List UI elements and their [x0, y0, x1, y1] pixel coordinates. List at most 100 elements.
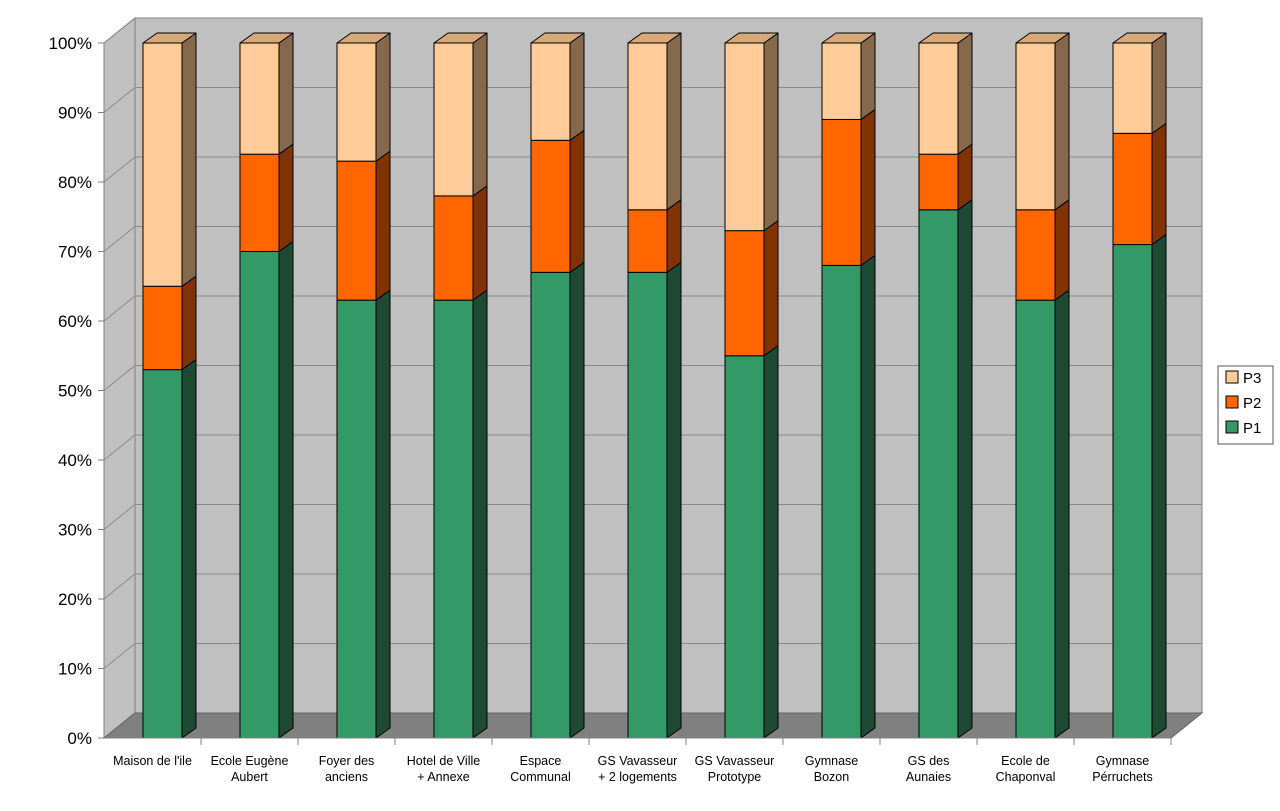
bar-top	[918, 32, 973, 44]
bar-top	[1112, 32, 1167, 44]
x-tick-label: GS Vavasseur + 2 logements	[598, 754, 678, 784]
bar-segment-p1	[627, 271, 668, 739]
y-tick-label: 80%	[58, 173, 92, 192]
bar-stack	[1112, 32, 1167, 739]
x-tick-label: Ecole de Chaponval	[996, 754, 1056, 784]
bar-top	[530, 32, 585, 44]
x-tick-label: Foyer des anciens	[319, 754, 375, 784]
legend: P3 P2 P1	[1217, 365, 1274, 445]
bar-side-p1	[1151, 234, 1167, 739]
legend-label-p1: P1	[1243, 420, 1261, 437]
bar-segment-p2	[530, 139, 571, 273]
bar-side-p1	[1054, 289, 1070, 739]
bar-side-p2	[181, 275, 197, 371]
bar-side-p2	[375, 150, 391, 301]
bar-stack	[627, 32, 682, 739]
gridline-side	[103, 365, 136, 391]
bar-stack	[530, 32, 585, 739]
bar-side-p1	[666, 261, 682, 739]
y-tick-label: 60%	[58, 312, 92, 331]
bar-side-p1	[860, 254, 876, 739]
bar-side-p1	[957, 199, 973, 739]
bar-top	[724, 32, 779, 44]
bar-segment-p2	[336, 160, 377, 301]
bar-segment-p3	[142, 42, 183, 287]
bar-segment-p2	[724, 230, 765, 357]
bar-segment-p3	[1112, 42, 1153, 134]
bar-segment-p3	[433, 42, 474, 197]
bar-stack	[142, 32, 197, 739]
bar-stack	[821, 32, 876, 739]
bar-segment-p3	[918, 42, 959, 155]
x-tick-label: Maison de l'ile	[113, 754, 192, 768]
bar-side-p2	[957, 143, 973, 211]
bar-side-p2	[278, 143, 294, 252]
gridline-side	[103, 87, 136, 113]
bar-side-p2	[860, 108, 876, 266]
x-tick-label: Espace Communal	[510, 754, 570, 784]
y-tick-label: 90%	[58, 104, 92, 123]
bar-side-p3	[278, 32, 294, 155]
bar-top	[433, 32, 488, 44]
bar-side-p1	[278, 241, 294, 739]
legend-swatch-p3	[1225, 370, 1239, 384]
bar-top	[142, 32, 197, 44]
x-tick-label: Hotel de Ville + Annexe	[407, 754, 480, 784]
bar-side-p1	[375, 289, 391, 739]
bar-segment-p2	[627, 209, 668, 273]
bar-segment-p2	[239, 153, 280, 252]
bar-segment-p3	[821, 42, 862, 120]
bar-segment-p1	[336, 299, 377, 739]
bar-top	[1015, 32, 1070, 44]
legend-label-p3: P3	[1243, 370, 1261, 387]
bars	[142, 32, 1167, 739]
bar-side-p2	[1054, 199, 1070, 301]
y-tick-label: 70%	[58, 243, 92, 262]
bar-segment-p2	[821, 118, 862, 266]
gridline-side	[103, 504, 136, 530]
bar-segment-p3	[724, 42, 765, 232]
bar-segment-p1	[821, 264, 862, 739]
bar-side-p3	[375, 32, 391, 162]
x-tick-label: GS Vavasseur Prototype	[695, 754, 775, 784]
gridline-side	[103, 17, 136, 44]
y-tick-label: 10%	[58, 660, 92, 679]
y-axis-ticks: 0% 10% 20% 30% 40% 50% 60% 70% 80% 90% 100%	[49, 34, 104, 748]
bar-side-p3	[569, 32, 585, 141]
bar-stack	[239, 32, 294, 739]
bar-segment-p1	[1112, 244, 1153, 739]
bar-side-p2	[763, 220, 779, 357]
bar-stack	[336, 32, 391, 739]
y-tick-label: 50%	[58, 382, 92, 401]
bar-segment-p2	[433, 195, 474, 301]
bar-side-p3	[1054, 32, 1070, 211]
bar-segment-p2	[142, 285, 183, 371]
bar-side-p3	[181, 32, 197, 287]
bar-side-p1	[472, 289, 488, 739]
legend-label-p2: P2	[1243, 395, 1261, 412]
bar-side-p2	[1151, 122, 1167, 246]
bar-stack	[724, 32, 779, 739]
x-tick-label: Ecole Eugène Aubert	[211, 754, 289, 784]
bar-side-p3	[763, 32, 779, 232]
bar-segment-p1	[530, 271, 571, 739]
x-tick-label: Gymnase Bozon	[805, 754, 859, 784]
bar-top	[239, 32, 294, 44]
bar-segment-p1	[433, 299, 474, 739]
bar-segment-p2	[1015, 209, 1056, 301]
bar-top	[627, 32, 682, 44]
bar-side-p3	[957, 32, 973, 155]
legend-swatch-p2	[1225, 395, 1239, 409]
bar-side-p1	[181, 359, 197, 739]
bar-stack	[1015, 32, 1070, 739]
bar-segment-p3	[239, 42, 280, 155]
bar-segment-p3	[1015, 42, 1056, 211]
y-tick-label: 30%	[58, 521, 92, 540]
bar-side-p3	[860, 32, 876, 120]
y-tick-label: 100%	[49, 34, 92, 53]
bar-stack	[433, 32, 488, 739]
bar-segment-p1	[142, 369, 183, 739]
bar-segment-p1	[1015, 299, 1056, 739]
bar-segment-p3	[336, 42, 377, 162]
